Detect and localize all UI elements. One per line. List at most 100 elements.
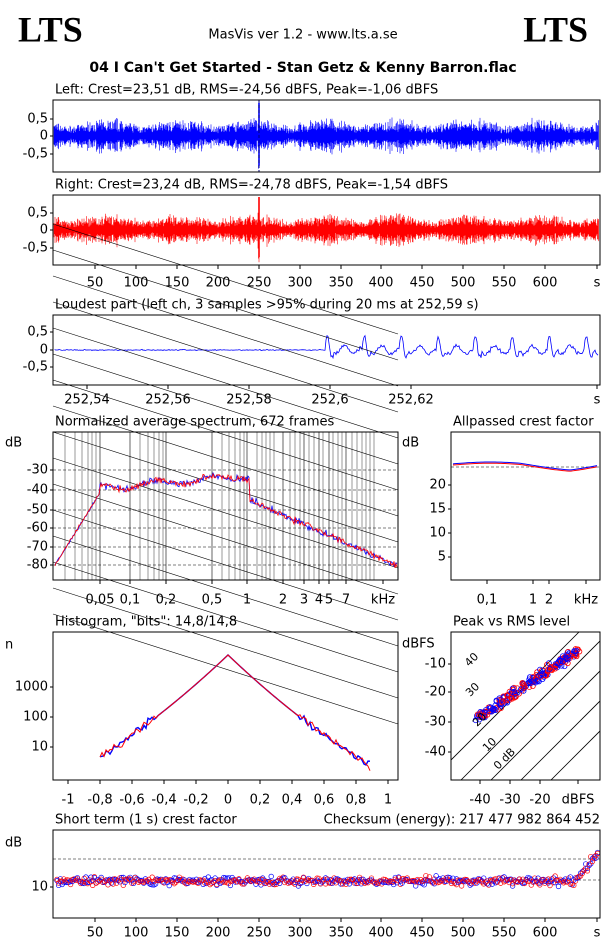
crest-point: [513, 879, 519, 885]
crest-point: [73, 877, 79, 884]
diagonal: [52, 249, 399, 361]
crest-point: [560, 877, 567, 884]
diagonal: [52, 457, 399, 569]
crest-point: [292, 879, 298, 885]
scatter-clip: [451, 632, 600, 780]
x-tick-label: 150: [165, 926, 190, 941]
scatter-point: [476, 716, 483, 723]
crest-point: [336, 878, 342, 884]
crest-point: [338, 878, 344, 884]
scatter-point: [504, 692, 511, 699]
scatter-point: [483, 707, 489, 713]
crest-point: [470, 878, 477, 885]
crest-point: [414, 878, 421, 884]
x-tick-label: 0,1: [477, 593, 498, 608]
scatter-point: [564, 653, 571, 659]
x-tick-label: -0,4: [151, 793, 176, 808]
y-tick-label: 20: [429, 478, 446, 493]
y-tick-label: -50: [27, 503, 48, 518]
crest-point: [447, 875, 453, 881]
y-tick-label: -0,5: [23, 147, 48, 162]
scatter-point: [509, 685, 516, 692]
diagonal: [52, 223, 399, 335]
plot-frame: [52, 829, 601, 919]
crest-point: [537, 882, 543, 888]
scatter-point: [511, 694, 518, 701]
x-tick-label: kHz: [574, 593, 598, 608]
crest-point: [345, 876, 351, 883]
x-tick-label: 100: [124, 276, 149, 291]
scatter-point: [560, 658, 566, 665]
x-tick-label: 252,54: [64, 393, 110, 408]
crest-point: [353, 880, 359, 887]
y-tick-label: -20: [425, 685, 446, 700]
x-tick-label: -1: [62, 793, 75, 808]
crest-point: [458, 883, 465, 889]
crest-point: [299, 879, 305, 886]
x-tick-label: 250: [247, 926, 272, 941]
crest-point: [258, 882, 264, 888]
crest-point: [122, 879, 128, 886]
x-tick-label: 2: [545, 593, 553, 608]
crest-point: [166, 876, 172, 883]
x-tick-label: 0,1: [120, 593, 141, 608]
file-name: 04 I Can't Get Started - Stan Getz & Ken…: [89, 60, 516, 76]
crest-point: [537, 880, 543, 886]
crest-point: [226, 875, 232, 881]
crest-point: [186, 876, 193, 883]
x-tick-label: 0,8: [346, 793, 367, 808]
x-tick-label: 300: [288, 276, 313, 291]
crest-point: [83, 879, 89, 885]
crest-point: [304, 880, 310, 887]
x-tick-label: 500: [451, 276, 476, 291]
x-tick-label: 5: [325, 593, 333, 608]
logo-right: LTS: [523, 9, 588, 49]
diagonal: [52, 405, 399, 517]
y-tick-label: -40: [27, 483, 48, 498]
crest-point: [555, 883, 562, 890]
crest-point: [416, 879, 422, 886]
crest-point: [509, 883, 516, 889]
scatter-point: [552, 665, 559, 672]
crest-point: [396, 875, 402, 881]
crest-point: [584, 868, 591, 874]
x-tick-label: 550: [492, 926, 517, 941]
scatter-point: [498, 701, 505, 708]
x-tick-label: 252,58: [226, 393, 272, 408]
crest-point: [129, 877, 135, 883]
panel-title: Right: Crest=23,24 dB, RMS=-24,78 dBFS, …: [55, 178, 448, 193]
crest-point: [200, 877, 206, 883]
crest-point: [492, 876, 499, 882]
crest-point: [261, 877, 268, 883]
loudest-trace: [54, 334, 599, 360]
crest-point: [470, 877, 477, 883]
crest-point: [579, 870, 585, 877]
crest-point: [169, 878, 176, 884]
x-tick-label: 0,2: [250, 793, 271, 808]
x-tick-label: 252,56: [145, 393, 191, 408]
scatter-point: [476, 712, 482, 719]
y-tick-label: 0: [40, 223, 48, 238]
x-tick-label: 252,62: [388, 393, 434, 408]
scatter-point: [572, 648, 578, 655]
x-tick-label: 0,4: [282, 793, 303, 808]
x-tick-label: 600: [533, 276, 558, 291]
crest-point: [316, 875, 322, 882]
scatter-point: [493, 698, 500, 705]
crest-point: [406, 878, 412, 884]
y-tick-label: 10: [31, 740, 48, 755]
scatter-point: [534, 677, 541, 684]
crest-point: [205, 874, 211, 880]
crest-point: [282, 879, 288, 886]
histogram-trace: [99, 654, 371, 771]
scatter-point: [520, 681, 527, 688]
spectrum-trace: [54, 473, 398, 569]
crest-point: [307, 877, 313, 884]
scatter-point: [499, 698, 505, 705]
x-tick-label: -30: [499, 793, 520, 808]
crest-point: [528, 882, 534, 888]
y-tick-label: 10: [429, 526, 446, 541]
y-tick-label: 100: [23, 710, 48, 725]
x-tick-label: 0,5: [202, 593, 223, 608]
